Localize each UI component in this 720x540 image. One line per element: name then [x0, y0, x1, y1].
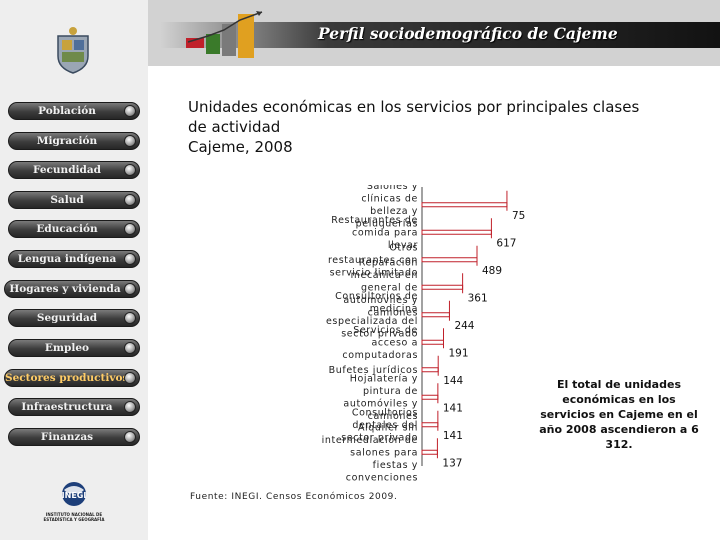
category-label: Hojalatería y pintura de automóviles y cami… — [343, 374, 418, 423]
data-label: 141 — [443, 402, 463, 414]
sidebar: Población Migración Fecundidad Salud Edu… — [0, 0, 148, 540]
data-label: 489 — [482, 265, 502, 277]
chart-title-line: de actividad — [188, 118, 281, 136]
chevron-knob-icon — [124, 431, 136, 443]
bar — [421, 394, 439, 400]
category-label: Consultorios de medicina especializada del… — [326, 291, 418, 340]
data-label: 361 — [468, 292, 488, 304]
cajeme-crest-logo — [57, 27, 89, 74]
bar — [421, 257, 478, 263]
bar — [421, 339, 444, 345]
category-label: Reparación mecánica en general de automóvil… — [343, 257, 418, 318]
summary-note: El total de unidades económicas en los s… — [539, 378, 699, 451]
sidebar-item-hogares-vivienda[interactable]: Hogares y vivienda — [4, 280, 140, 298]
chevron-knob-icon — [124, 342, 136, 354]
bar — [421, 422, 439, 428]
data-label: 617 — [496, 237, 516, 249]
chart-title-line: Cajeme, 2008 — [188, 138, 293, 156]
bar — [421, 312, 450, 318]
inegi-logo-subtitle: INSTITUTO NACIONAL DE ESTADÍSTICA Y GEOG… — [43, 512, 105, 522]
data-label: 191 — [448, 347, 468, 359]
sidebar-item-educacion[interactable]: Educación — [8, 220, 140, 238]
data-label: 755 — [512, 210, 526, 222]
chevron-knob-icon — [124, 164, 136, 176]
svg-text:INEGI: INEGI — [62, 491, 87, 500]
bar — [421, 229, 492, 235]
bar — [421, 367, 439, 373]
category-label: Salones y clínicas de belleza y peluquerías — [356, 185, 418, 230]
source-note: Fuente: INEGI. Censos Económicos 2009. — [190, 492, 398, 502]
sidebar-item-empleo[interactable]: Empleo — [8, 339, 140, 357]
sidebar-item-migracion[interactable]: Migración — [8, 132, 140, 150]
chevron-knob-icon — [124, 223, 136, 235]
sidebar-item-fecundidad[interactable]: Fecundidad — [8, 161, 140, 179]
category-label: Consultorios dentales del sector privado — [341, 407, 418, 443]
category-label: Bufetes jurídicos — [329, 365, 418, 376]
sidebar-item-salud[interactable]: Salud — [8, 191, 140, 209]
sidebar-item-lengua-indigena[interactable]: Lengua indígena — [8, 250, 140, 268]
chevron-knob-icon — [124, 194, 136, 206]
inegi-logo: INEGI — [62, 482, 87, 506]
chevron-knob-icon — [124, 312, 136, 324]
sidebar-item-sectores-productivos[interactable]: Sectores productivos — [4, 369, 140, 387]
chart-title-line: Unidades económicas en los servicios por… — [188, 98, 640, 116]
sidebar-item-infraestructura[interactable]: Infraestructura — [8, 398, 140, 416]
data-label: 144 — [443, 375, 463, 387]
bar — [421, 449, 438, 455]
category-label: Otros restaurantes con servicio limitado — [328, 242, 418, 278]
chevron-knob-icon — [124, 105, 136, 117]
chevron-knob-icon — [124, 135, 136, 147]
chevron-knob-icon — [124, 372, 136, 384]
category-label: Restaurantes de comida para llevar — [331, 215, 418, 251]
bar — [421, 284, 464, 290]
category-label: Alquiler sin intermediación de salones par… — [322, 422, 418, 483]
sidebar-item-seguridad[interactable]: Seguridad — [8, 309, 140, 327]
chart-title: Unidades económicas en los servicios por… — [188, 97, 708, 157]
bar-chart-growth-icon — [186, 11, 263, 58]
category-label: Servicios de acceso a computadoras — [342, 325, 418, 361]
data-label: 244 — [454, 320, 474, 332]
chevron-knob-icon — [124, 253, 136, 265]
sidebar-item-poblacion[interactable]: Población — [8, 102, 140, 120]
page-title: Perfil sociodemográfico de Cajeme — [318, 24, 618, 43]
chevron-knob-icon — [124, 283, 136, 295]
bar — [421, 202, 508, 208]
chevron-knob-icon — [124, 401, 136, 413]
data-label: 141 — [443, 430, 463, 442]
data-label: 137 — [442, 457, 462, 469]
sidebar-item-finanzas[interactable]: Finanzas — [8, 428, 140, 446]
